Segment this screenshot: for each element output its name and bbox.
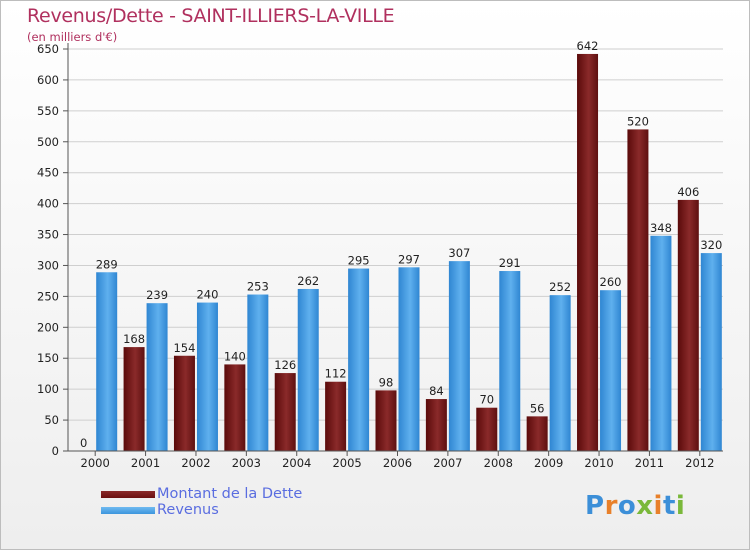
bar-revenus: [650, 235, 672, 451]
bar-debt: [274, 373, 296, 451]
data-label-revenus: 297: [398, 252, 420, 266]
bar-revenus: [700, 253, 722, 451]
y-tick-label: 300: [37, 258, 59, 272]
data-label-revenus: 262: [297, 274, 319, 288]
y-tick-label: 150: [37, 351, 59, 365]
bar-revenus: [549, 295, 571, 451]
data-label-revenus: 295: [348, 254, 370, 268]
data-label-debt: 140: [224, 349, 246, 363]
bar-debt: [173, 355, 195, 451]
data-label-debt: 112: [325, 367, 347, 381]
x-tick-label: 2010: [584, 456, 613, 470]
y-tick-label: 450: [37, 166, 59, 180]
y-tick-label: 600: [37, 73, 59, 87]
bar-debt: [123, 347, 145, 451]
bar-debt: [677, 199, 699, 451]
data-label-debt: 0: [80, 436, 87, 450]
legend-label-revenus: Revenus: [157, 502, 219, 518]
data-labels: 0 289 168 239 154 240 140 253 126 262 112 295 98 297 8…: [80, 39, 722, 450]
data-label-debt: 70: [479, 393, 494, 407]
x-tick-label: 2003: [232, 456, 261, 470]
data-label-debt: 98: [379, 375, 394, 389]
bar-revenus: [499, 271, 521, 451]
x-tick-label: 2005: [332, 456, 361, 470]
x-tick-label: 2006: [383, 456, 412, 470]
data-label-revenus: 307: [448, 246, 470, 260]
bar-debt: [325, 381, 347, 451]
x-tick-label: 2002: [181, 456, 210, 470]
bar-revenus: [96, 272, 118, 451]
data-label-revenus: 252: [549, 280, 571, 294]
data-label-revenus: 291: [499, 256, 521, 270]
data-label-revenus: 320: [700, 238, 722, 252]
y-tick-label: 650: [37, 42, 59, 56]
proxiti-logo: Proxiti: [585, 491, 685, 521]
y-tick-label: 250: [37, 289, 59, 303]
bar-revenus: [348, 268, 370, 451]
x-tick-label: 2008: [484, 456, 513, 470]
y-tick-label: 50: [44, 413, 59, 427]
y-tick-label: 200: [37, 320, 59, 334]
bars: [96, 53, 722, 451]
bar-revenus: [448, 261, 470, 451]
x-tick-label: 2009: [534, 456, 563, 470]
data-label-revenus: 348: [650, 221, 672, 235]
bar-revenus: [297, 288, 319, 451]
data-label-debt: 154: [173, 341, 195, 355]
bar-revenus: [398, 267, 420, 451]
data-label-debt: 84: [429, 384, 444, 398]
data-label-debt: 56: [530, 401, 545, 415]
logo-letter: P: [585, 491, 605, 521]
y-tick-label: 0: [52, 444, 59, 458]
x-tick-label: 2012: [685, 456, 714, 470]
chart-subtitle: (en milliers d'€): [27, 30, 118, 44]
data-label-revenus: 239: [146, 288, 168, 302]
x-tick-label: 2011: [635, 456, 664, 470]
bar-debt: [577, 53, 599, 451]
data-label-debt: 520: [627, 114, 649, 128]
logo-letter: i: [653, 491, 663, 521]
data-label-debt: 168: [123, 332, 145, 346]
bar-revenus: [600, 290, 622, 451]
y-tick-label: 350: [37, 228, 59, 242]
bar-revenus: [146, 303, 168, 451]
legend-swatch-dette: [101, 491, 155, 498]
data-label-debt: 642: [577, 39, 599, 53]
x-tick-label: 2007: [433, 456, 462, 470]
data-label-revenus: 253: [247, 280, 269, 294]
logo-letter: x: [636, 491, 654, 521]
data-label-debt: 406: [677, 185, 699, 199]
x-tick-label: 2000: [81, 456, 110, 470]
logo-letter: i: [675, 491, 686, 521]
axes: 0 50 100 150 200 250 300 350 400 450 500 550 600 650 2…: [37, 42, 723, 470]
logo-letter: o: [617, 491, 637, 521]
legend-label-dette: Montant de la Dette: [157, 486, 303, 502]
bar-debt: [425, 399, 447, 451]
x-tick-label: 2004: [282, 456, 311, 470]
data-label-revenus: 260: [600, 275, 622, 289]
bar-revenus: [196, 302, 218, 451]
bar-debt: [526, 416, 548, 451]
data-label-revenus: 240: [196, 288, 218, 302]
x-tick-label: 2001: [131, 456, 160, 470]
bar-debt: [375, 390, 397, 451]
legend-swatch-revenus: [101, 507, 155, 514]
y-tick-label: 550: [37, 104, 59, 118]
bar-debt: [476, 407, 498, 451]
bar-debt: [627, 129, 649, 451]
logo-letter: r: [604, 491, 618, 521]
data-label-debt: 126: [274, 358, 296, 372]
logo-letter: t: [662, 491, 676, 521]
y-tick-label: 500: [37, 135, 59, 149]
y-tick-label: 100: [37, 382, 59, 396]
bar-revenus: [247, 294, 269, 451]
data-label-revenus: 289: [96, 257, 118, 271]
y-tick-label: 400: [37, 197, 59, 211]
chart-title: Revenus/Dette - SAINT-ILLIERS-LA-VILLE: [27, 5, 395, 27]
bar-debt: [224, 364, 246, 451]
